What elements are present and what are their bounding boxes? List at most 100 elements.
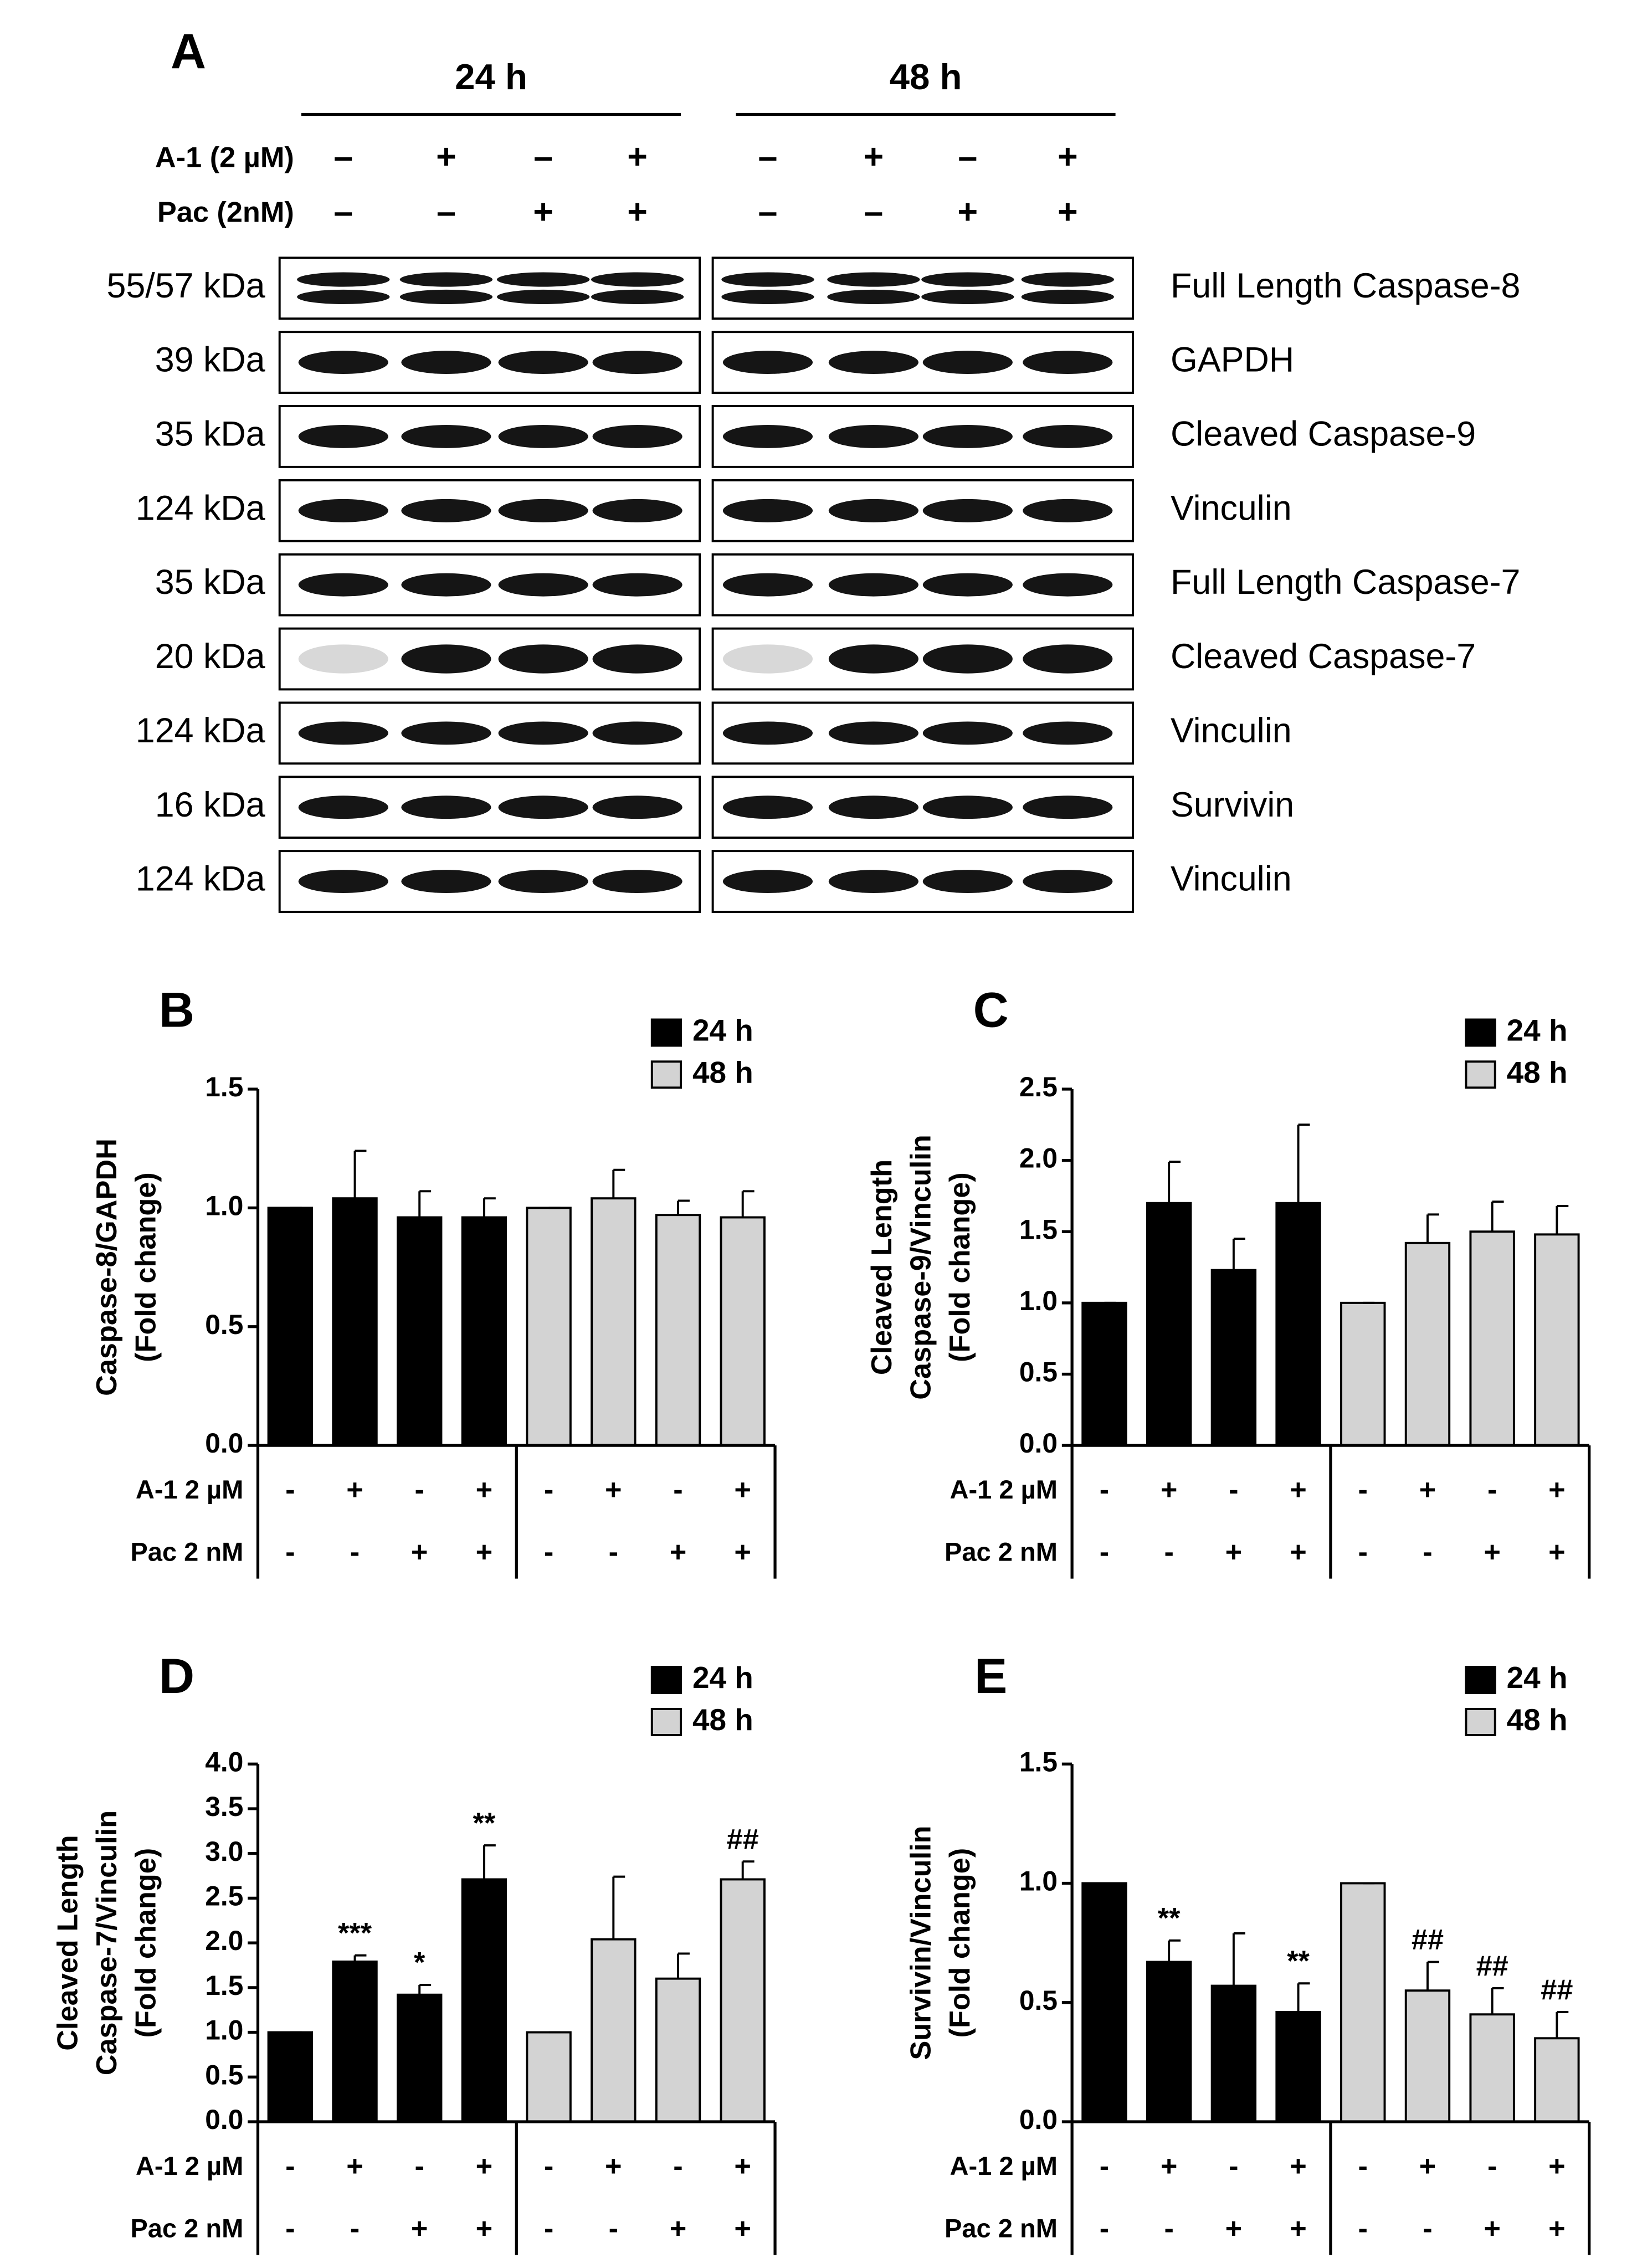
blot-band <box>721 272 814 287</box>
blot-band <box>591 272 684 287</box>
treatment-sign: – <box>437 193 456 232</box>
treatment-sign: + <box>1161 2150 1178 2182</box>
blot-box <box>711 256 1134 320</box>
blot-band <box>592 796 682 819</box>
blot-band <box>592 499 682 522</box>
y-tick-label: 0.0 <box>1019 1428 1058 1459</box>
bar <box>267 2031 314 2123</box>
panel-letter: E <box>974 1649 1007 1703</box>
treatment-sign: - <box>285 1536 295 1568</box>
significance-label: ** <box>1287 1945 1310 1977</box>
blot-band <box>401 351 491 374</box>
y-axis-label: Survivin/Vinculin <box>905 1826 937 2060</box>
treatment-sign: - <box>1229 1474 1238 1506</box>
legend-swatch <box>650 1018 682 1047</box>
treatment-sign: + <box>734 1536 751 1568</box>
bar <box>655 1977 701 2123</box>
blot-band <box>592 721 682 745</box>
treatment-label: A-1 2 µM <box>950 2151 1058 2180</box>
treatment-sign: - <box>1423 1536 1432 1568</box>
treatment-sign: – <box>333 137 353 176</box>
treatment-sign: - <box>1423 2213 1432 2245</box>
treatment-label: Pac 2 nM <box>945 2213 1058 2243</box>
y-axis-label: Caspase-9/Vinculin <box>905 1135 937 1399</box>
y-tick-label: 3.5 <box>205 1791 243 1822</box>
treatment-sign: - <box>1100 1474 1109 1506</box>
y-tick-label: 2.5 <box>205 1881 243 1912</box>
legend-label: 48 h <box>692 1702 753 1737</box>
treatment-sign: - <box>285 2150 295 2182</box>
band-size: 16 kDa <box>155 786 265 824</box>
treatment-sign: + <box>1548 1536 1566 1568</box>
legend-label: 48 h <box>692 1055 753 1089</box>
bar <box>1146 1961 1192 2123</box>
treatment-sign: + <box>476 1536 493 1568</box>
bar <box>720 1216 766 1447</box>
bar <box>1534 2037 1580 2123</box>
treatment-label: Pac 2 nM <box>945 1537 1058 1567</box>
treatment-sign: + <box>1548 2213 1566 2245</box>
treatment-sign: + <box>346 2150 363 2182</box>
band-size: 55/57 kDa <box>106 266 265 305</box>
y-tick-label: 1.5 <box>205 1970 243 2001</box>
treatment-sign: - <box>350 1536 360 1568</box>
treatment-sign: - <box>609 2213 618 2245</box>
treatment-sign: + <box>1058 193 1078 232</box>
panel-letter: D <box>159 1649 194 1703</box>
treatment-sign: - <box>1358 1474 1368 1506</box>
blot-band <box>498 351 588 374</box>
treatment-label: A-1 2 µM <box>950 1475 1058 1504</box>
y-tick-label: 0.0 <box>1019 2104 1058 2135</box>
treatment-sign: - <box>1487 1474 1497 1506</box>
blot-band <box>498 721 588 745</box>
protein-name: Vinculin <box>1171 711 1292 750</box>
treatment-sign: + <box>1484 2213 1501 2245</box>
protein-name: Cleaved Caspase-9 <box>1171 415 1476 454</box>
treatment-sign: + <box>476 1474 493 1506</box>
blot-band <box>921 289 1014 305</box>
blot-band <box>722 796 813 819</box>
blot-band <box>722 573 813 597</box>
blot-band <box>498 796 588 819</box>
treatment-sign: - <box>1358 2213 1368 2245</box>
y-axis-label: Cleaved Length <box>866 1159 898 1375</box>
blot-band <box>1023 573 1113 597</box>
y-tick-label: 2.0 <box>205 1925 243 1956</box>
treatment-sign: - <box>1164 1536 1173 1568</box>
bar <box>1469 1230 1515 1447</box>
blot-band <box>298 796 388 819</box>
blot-band <box>722 499 813 522</box>
significance-label: ## <box>1541 1974 1573 2006</box>
treatment-sign: - <box>285 1474 295 1506</box>
bar <box>1275 2010 1321 2123</box>
y-tick-label: 1.0 <box>205 2015 243 2046</box>
treatment-sign: – <box>758 193 778 232</box>
blot-band <box>922 425 1013 448</box>
significance-label: * <box>414 1947 425 1979</box>
blot-band <box>298 573 388 597</box>
blot-band <box>922 351 1013 374</box>
treatment-sign: - <box>415 2150 424 2182</box>
blot-band <box>1023 796 1113 819</box>
y-axis-label: Caspase-8/GAPDH <box>91 1138 123 1396</box>
treatment-sign: + <box>1548 2150 1566 2182</box>
blot-band <box>922 499 1013 522</box>
treatment-sign: + <box>627 193 648 232</box>
panel-letter: B <box>159 983 194 1038</box>
protein-name: GAPDH <box>1171 341 1294 379</box>
y-tick-label: 0.5 <box>205 1309 243 1340</box>
legend-label: 24 h <box>692 1013 753 1048</box>
treatment-sign: + <box>1290 1474 1307 1506</box>
blot-band <box>827 289 920 305</box>
y-axis-label: Cleaved Length <box>52 1835 84 2050</box>
treatment-sign: + <box>1058 137 1078 176</box>
significance-label: ## <box>727 1823 759 1855</box>
legend-label: 48 h <box>1507 1055 1568 1089</box>
treatment-sign: + <box>1548 1474 1566 1506</box>
y-axis-label: (Fold change) <box>944 1848 976 2038</box>
treatment-sign: - <box>1100 2150 1109 2182</box>
bar <box>591 1197 637 1447</box>
blot-band <box>828 499 918 522</box>
treatment-sign: - <box>1100 2213 1109 2245</box>
treatment-sign: - <box>673 1474 682 1506</box>
